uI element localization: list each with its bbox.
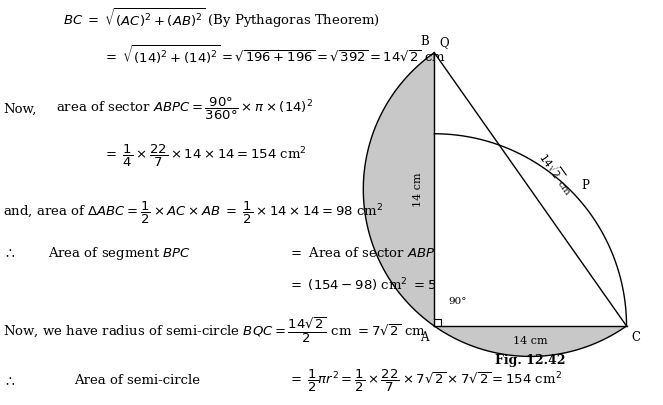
Polygon shape xyxy=(434,53,627,326)
Text: B: B xyxy=(420,35,429,48)
Text: and, area of $\Delta ABC=\dfrac{1}{2}\times AC\times AB\;=\;\dfrac{1}{2}\times14: and, area of $\Delta ABC=\dfrac{1}{2}\ti… xyxy=(3,200,384,226)
Polygon shape xyxy=(363,53,627,356)
Text: $\therefore$: $\therefore$ xyxy=(3,374,16,388)
Text: $=\;\dfrac{1}{4}\times\dfrac{22}{7}\times14\times14=154$ cm$^2$: $=\;\dfrac{1}{4}\times\dfrac{22}{7}\time… xyxy=(103,143,306,169)
Text: A: A xyxy=(420,331,429,344)
Text: $14\sqrt{2}$ cm: $14\sqrt{2}$ cm xyxy=(536,148,578,198)
Text: $=\;(154-98)$ cm$^2$ $=56$ cm$^2$: $=\;(154-98)$ cm$^2$ $=56$ cm$^2$ xyxy=(288,277,476,294)
Text: 14 cm: 14 cm xyxy=(412,172,423,207)
Text: C: C xyxy=(632,331,641,344)
Text: 90°: 90° xyxy=(448,297,467,306)
Text: Area of semi-circle: Area of semi-circle xyxy=(74,374,200,387)
Text: 14 cm: 14 cm xyxy=(513,337,548,346)
Text: Area of segment $BPC$: Area of segment $BPC$ xyxy=(48,245,191,262)
Text: $=\;\dfrac{1}{2}\pi r^2=\dfrac{1}{2}\times\dfrac{22}{7}\times7\sqrt{2}\times7\sq: $=\;\dfrac{1}{2}\pi r^2=\dfrac{1}{2}\tim… xyxy=(288,368,562,394)
Text: area of sector $ABPC=\dfrac{90°}{360°}\times\pi\times(14)^2$: area of sector $ABPC=\dfrac{90°}{360°}\t… xyxy=(56,96,314,122)
Text: Now, we have radius of semi-circle $BQC=\dfrac{14\sqrt{2}}{2}$ cm $=7\sqrt{2}$ c: Now, we have radius of semi-circle $BQC=… xyxy=(3,315,426,345)
Text: P: P xyxy=(581,179,589,192)
Text: $BC\;=\;\sqrt{(AC)^2+(AB)^2}$ (By Pythagoras Theorem): $BC\;=\;\sqrt{(AC)^2+(AB)^2}$ (By Pythag… xyxy=(63,6,380,30)
Polygon shape xyxy=(434,53,627,326)
Text: $=$ Area of sector $ABPC$ – Area of $\Delta ABC$: $=$ Area of sector $ABPC$ – Area of $\De… xyxy=(288,246,550,260)
Text: $=\;\sqrt{(14)^2+(14)^2}=\sqrt{196+196}=\sqrt{392}=14\sqrt{2}$ cm: $=\;\sqrt{(14)^2+(14)^2}=\sqrt{196+196}=… xyxy=(103,44,446,66)
Text: Fig. 12.42: Fig. 12.42 xyxy=(495,354,566,367)
Text: Now,: Now, xyxy=(3,103,36,116)
Text: Q: Q xyxy=(440,36,450,49)
Text: $\therefore$: $\therefore$ xyxy=(3,246,16,260)
